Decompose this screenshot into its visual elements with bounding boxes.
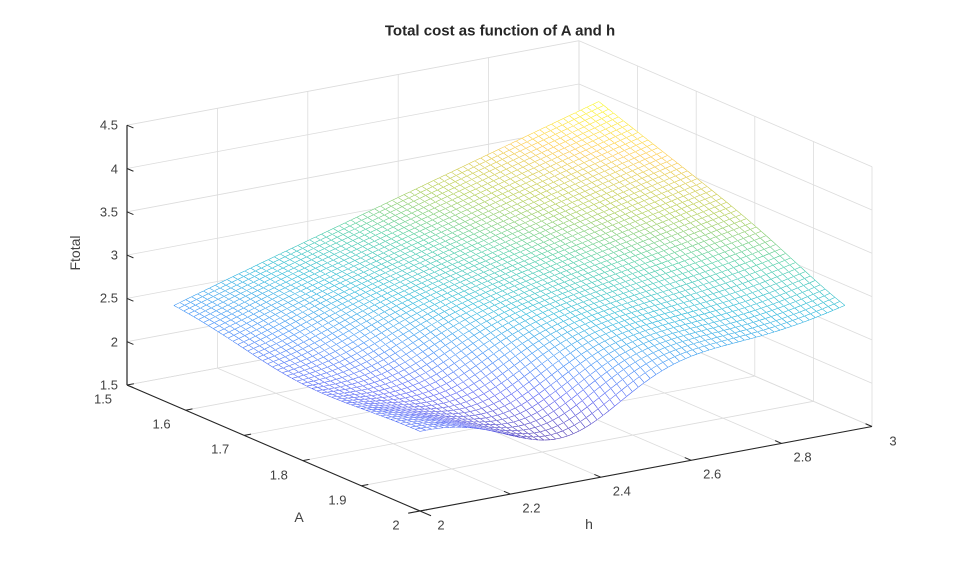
plot-title: Total cost as function of A and h [384, 22, 616, 40]
x-axis-label: A [294, 509, 304, 525]
z-axis-label: Ftotal [67, 235, 83, 271]
y-axis-label: h [585, 516, 593, 532]
